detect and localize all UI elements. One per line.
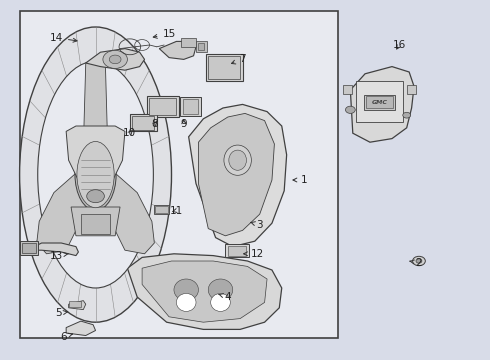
Text: 14: 14 bbox=[49, 33, 77, 43]
Polygon shape bbox=[66, 321, 96, 336]
Bar bbox=[149, 98, 176, 115]
Polygon shape bbox=[86, 49, 145, 70]
Text: 4: 4 bbox=[219, 292, 231, 302]
Text: 9: 9 bbox=[180, 119, 187, 129]
Ellipse shape bbox=[38, 61, 153, 288]
Bar bbox=[366, 96, 393, 108]
Text: 8: 8 bbox=[151, 119, 158, 129]
Ellipse shape bbox=[416, 259, 422, 263]
Bar bbox=[132, 116, 154, 130]
Text: GMC: GMC bbox=[371, 100, 388, 105]
Bar bbox=[196, 41, 207, 52]
Polygon shape bbox=[198, 113, 274, 236]
Text: 11: 11 bbox=[170, 206, 183, 216]
Polygon shape bbox=[350, 67, 414, 142]
Polygon shape bbox=[100, 157, 154, 254]
Ellipse shape bbox=[403, 112, 411, 118]
Ellipse shape bbox=[75, 139, 116, 211]
Polygon shape bbox=[66, 126, 125, 185]
Polygon shape bbox=[83, 63, 108, 149]
Bar bbox=[155, 206, 168, 213]
Bar bbox=[183, 99, 198, 114]
Polygon shape bbox=[127, 254, 282, 329]
Polygon shape bbox=[69, 301, 86, 310]
Ellipse shape bbox=[174, 279, 198, 301]
Bar bbox=[364, 95, 395, 110]
Bar bbox=[81, 214, 110, 234]
Polygon shape bbox=[71, 207, 120, 236]
Bar bbox=[69, 301, 81, 307]
Text: 12: 12 bbox=[244, 249, 264, 259]
Ellipse shape bbox=[229, 150, 246, 170]
Bar bbox=[154, 205, 169, 214]
Text: 7: 7 bbox=[231, 54, 246, 64]
Ellipse shape bbox=[208, 279, 233, 301]
Text: 15: 15 bbox=[153, 29, 176, 39]
Bar bbox=[407, 85, 416, 94]
Ellipse shape bbox=[109, 55, 121, 64]
Polygon shape bbox=[189, 104, 287, 247]
Bar bbox=[180, 97, 201, 116]
Text: 13: 13 bbox=[49, 251, 69, 261]
Bar bbox=[130, 114, 157, 131]
Ellipse shape bbox=[77, 141, 114, 208]
Ellipse shape bbox=[211, 293, 230, 311]
Ellipse shape bbox=[413, 256, 425, 266]
Polygon shape bbox=[142, 261, 267, 322]
Ellipse shape bbox=[176, 293, 196, 311]
Bar bbox=[20, 11, 338, 338]
Text: 5: 5 bbox=[55, 308, 68, 318]
Bar bbox=[198, 43, 204, 50]
Bar bbox=[228, 246, 246, 256]
Bar bbox=[225, 244, 249, 257]
Bar bbox=[356, 81, 403, 122]
Polygon shape bbox=[159, 41, 196, 59]
Bar bbox=[343, 85, 352, 94]
Ellipse shape bbox=[224, 145, 251, 175]
Ellipse shape bbox=[20, 27, 172, 322]
Bar bbox=[20, 241, 38, 255]
Bar bbox=[208, 56, 240, 79]
Bar bbox=[147, 96, 179, 117]
Text: 3: 3 bbox=[251, 220, 263, 230]
Bar bbox=[22, 243, 36, 253]
Text: 6: 6 bbox=[60, 332, 73, 342]
Text: 2: 2 bbox=[410, 258, 422, 268]
Text: 10: 10 bbox=[123, 128, 136, 138]
Bar bbox=[181, 38, 196, 47]
Ellipse shape bbox=[103, 50, 127, 68]
Ellipse shape bbox=[87, 190, 104, 203]
Polygon shape bbox=[37, 157, 91, 254]
Text: 16: 16 bbox=[392, 40, 406, 50]
Polygon shape bbox=[27, 243, 78, 256]
Text: 1: 1 bbox=[293, 175, 307, 185]
Ellipse shape bbox=[345, 106, 355, 113]
Bar bbox=[206, 54, 243, 81]
